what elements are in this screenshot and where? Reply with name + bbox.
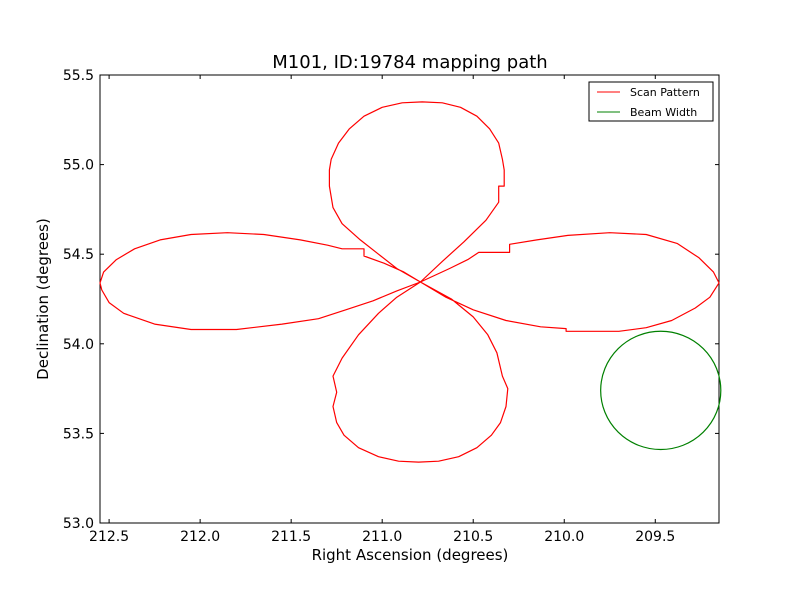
legend-label-beam-width: Beam Width (630, 106, 697, 119)
y-tick-label: 55.5 (63, 68, 94, 84)
x-tick-label: 209.5 (635, 529, 675, 545)
legend-box (588, 81, 714, 122)
y-tick-label: 53.5 (63, 426, 94, 442)
x-axis-label: Right Ascension (degrees) (312, 546, 509, 564)
series-layer (99, 101, 722, 463)
series-scan-pattern-line (99, 101, 720, 463)
x-axis-ticks: 212.5 212.0 211.5 211.0 210.5 210.0 209.5 (89, 75, 675, 545)
y-axis-label: Declination (degrees) (34, 218, 52, 380)
y-tick-label: 54.5 (63, 247, 94, 263)
y-tick-label: 55.0 (63, 158, 94, 174)
y-tick-label: 53.0 (63, 516, 94, 532)
x-tick-label: 211.5 (271, 529, 311, 545)
x-tick-label: 212.0 (180, 529, 220, 545)
series-beam-width-circle (600, 330, 722, 451)
x-tick-label: 212.5 (89, 529, 129, 545)
chart-title: M101, ID:19784 mapping path (272, 52, 547, 73)
y-tick-label: 54.0 (63, 337, 94, 353)
plot-area (99, 74, 720, 524)
x-tick-label: 211.0 (362, 529, 402, 545)
x-tick-label: 210.5 (453, 529, 493, 545)
y-axis-ticks: 53.0 53.5 54.0 54.5 55.0 55.5 (63, 68, 719, 532)
legend: Scan Pattern Beam Width (588, 81, 714, 122)
x-tick-label: 210.0 (544, 529, 584, 545)
legend-label-scan-pattern: Scan Pattern (630, 86, 700, 99)
